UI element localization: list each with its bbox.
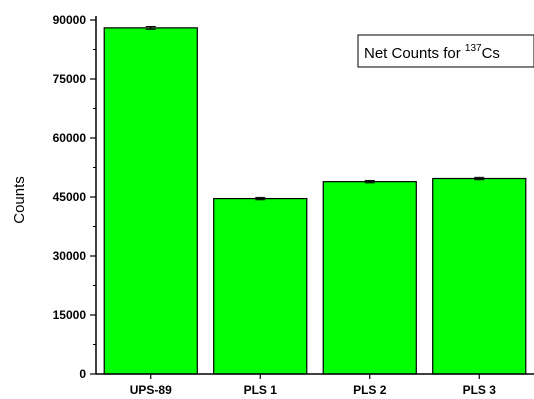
annotation-text: Net Counts for 137Cs: [364, 43, 500, 62]
y-tick-label: 45000: [53, 190, 87, 204]
bar-pls-3: [432, 177, 527, 375]
y-tick-label: 90000: [53, 13, 87, 27]
x-tick-label: UPS-89: [130, 383, 172, 397]
y-tick-label: 75000: [53, 72, 87, 86]
x-tick-label: PLS 3: [463, 383, 497, 397]
bar-pls-1: [213, 197, 308, 375]
y-tick-label: 60000: [53, 131, 87, 145]
y-axis-title: Counts: [11, 176, 28, 224]
y-axis: 0 15000 30000 45000 60000 75000 90000: [53, 13, 97, 381]
error-bar: [474, 176, 485, 181]
error-bar: [145, 25, 156, 30]
error-bar: [364, 179, 375, 184]
y-tick-label: 30000: [53, 249, 87, 263]
bars-group: [103, 27, 527, 375]
annotation-frame: [357, 34, 534, 68]
bar-pls-2: [322, 181, 417, 375]
error-bar: [255, 196, 266, 201]
x-tick-label: PLS 2: [353, 383, 387, 397]
annotation-box: Net Counts for 137Cs: [357, 34, 534, 68]
y-tick-label: 0: [79, 367, 86, 381]
x-tick-label: PLS 1: [244, 383, 278, 397]
error-bars-group: [145, 25, 485, 201]
bar-ups-89: [103, 27, 198, 375]
x-axis: UPS-89 PLS 1 PLS 2 PLS 3: [96, 373, 534, 397]
y-tick-label: 15000: [53, 308, 87, 322]
